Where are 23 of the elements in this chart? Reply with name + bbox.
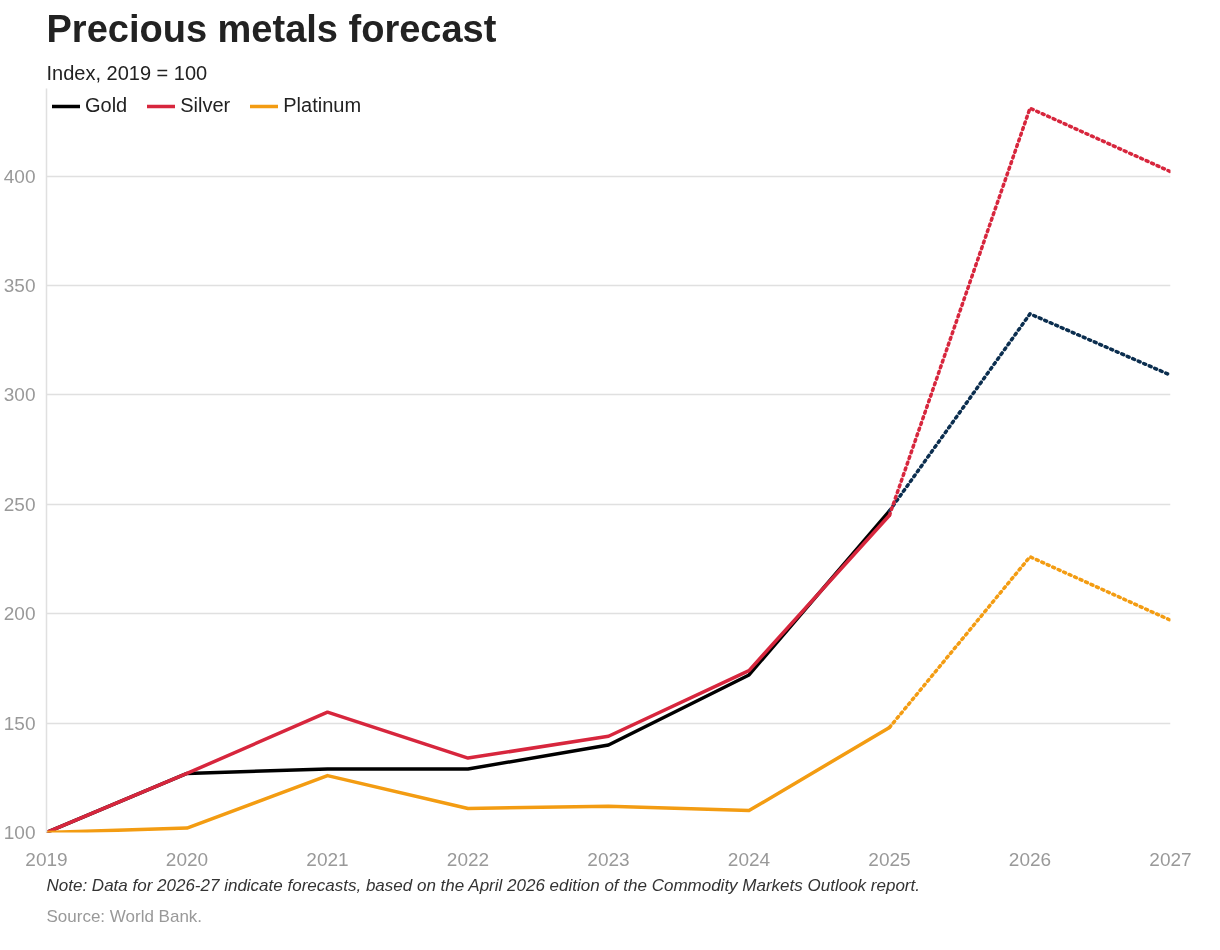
text: Note: Data for 2026-27 indicate forecasts, based on the April 2026 edition of the Commodity Markets Outlook report. bbox=[46, 875, 920, 895]
y-tick-label: 400 bbox=[3, 165, 36, 187]
x-tick-label: 2026 bbox=[1008, 848, 1052, 870]
legend-label: Gold bbox=[85, 94, 128, 117]
x-tick-label: 2025 bbox=[868, 848, 911, 870]
legend-label: Silver bbox=[180, 94, 231, 117]
y-tick-label: 300 bbox=[3, 384, 36, 406]
y-tick-label: 200 bbox=[3, 603, 36, 625]
x-tick-label: 2023 bbox=[587, 848, 630, 870]
x-tick-label: 2019 bbox=[25, 848, 68, 870]
x-tick-label: 2022 bbox=[446, 848, 490, 870]
x-tick-label: 2027 bbox=[1149, 848, 1192, 870]
x-tick-label: 2021 bbox=[306, 848, 349, 870]
x-tick-label: 2020 bbox=[165, 848, 209, 870]
x-tick-label: 2024 bbox=[727, 848, 771, 870]
source-note: Source: World Bank. bbox=[46, 906, 203, 926]
y-tick-label: 100 bbox=[3, 822, 36, 843]
chart-title: Precious metals forecast bbox=[46, 7, 497, 50]
chart-subtitle: Index, 2019 = 100 bbox=[46, 61, 208, 84]
legend-label: Platinum bbox=[283, 94, 362, 117]
y-tick-label: 150 bbox=[3, 712, 36, 734]
y-tick-label: 350 bbox=[3, 274, 36, 296]
y-tick-label: 250 bbox=[3, 493, 36, 515]
